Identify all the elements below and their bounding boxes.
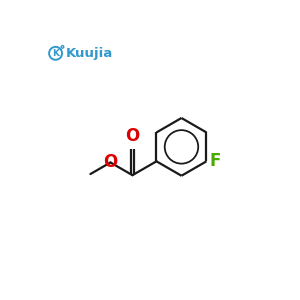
Text: O: O xyxy=(125,127,140,145)
Text: F: F xyxy=(209,152,220,170)
Text: K: K xyxy=(52,49,59,58)
Text: O: O xyxy=(103,154,118,172)
Text: Kuujia: Kuujia xyxy=(65,47,112,60)
